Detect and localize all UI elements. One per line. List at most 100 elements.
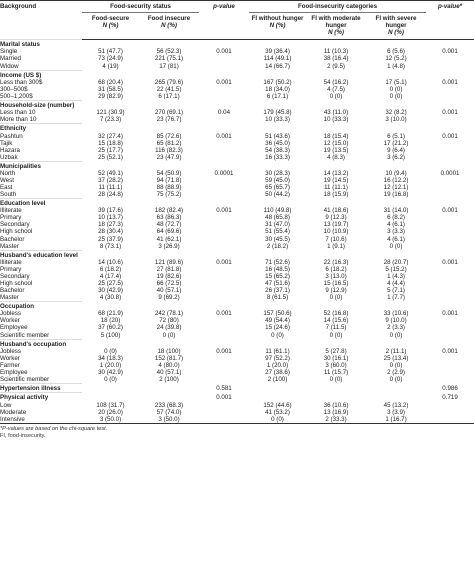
header-fi-without-hunger-n: N (%): [269, 22, 286, 30]
table-row: Less than 10 121 (30.9) 270 (69.1) 0.04 179 …: [0, 109, 474, 116]
cell-moderate: 7 (10.6): [325, 235, 347, 243]
cell-p2: [426, 266, 474, 273]
section-title: Occupation: [0, 301, 82, 311]
section-cell-secure: [82, 302, 139, 311]
cell-p2: [426, 116, 474, 124]
cell-secure: 18 (27.3): [98, 221, 123, 229]
row-label: Jobless: [0, 347, 21, 355]
cell-insecure: 85 (72.6): [156, 132, 182, 140]
cell-without: 31 (47.0): [265, 221, 290, 229]
section-cell-severe: [366, 393, 426, 402]
row-label: Married: [0, 55, 21, 63]
section-row-education-level: Education level: [0, 198, 474, 208]
section-cell-moderate: [306, 393, 366, 402]
cell-p: [199, 369, 249, 376]
cell-insecure: 265 (79.6): [154, 78, 184, 86]
row-label: Moderate: [0, 408, 27, 416]
cell-severe: 12 (12.1): [383, 184, 409, 192]
cell-without: 27 (38.6): [265, 368, 290, 376]
section-cell-secure: [82, 161, 139, 170]
header-fi-severe-hunger-n: N (%): [388, 29, 404, 37]
cell-severe: 5 (7.1): [387, 287, 405, 295]
cell-p: [199, 228, 249, 235]
section-cell-p2: [426, 100, 474, 109]
section-cell-secure: [82, 393, 139, 402]
header-food-insecure-n: N (%): [161, 22, 177, 30]
cell-without: 48 (65.8): [265, 214, 290, 222]
table-row: Illiterate 14 (10.6) 121 (89.6) 0.001 71 (52…: [0, 259, 474, 266]
cell-p: [199, 236, 249, 243]
cell-secure: 25 (52.1): [98, 153, 123, 161]
cell-p: 0.001: [216, 207, 232, 215]
cell-insecure: 19 (82.6): [156, 272, 182, 280]
cell-without: 16 (48.5): [265, 265, 290, 273]
section-cell-severe: [366, 339, 426, 348]
cell-p2: [426, 402, 474, 409]
table-row: Low 108 (31.7) 233 (68.3) 152 (44.6) 36 (10.…: [0, 402, 474, 409]
header-food-security-status: Food-security status: [82, 0, 200, 14]
cell-insecure: 65 (81.2): [156, 139, 182, 147]
section-cell-insecure: [139, 100, 199, 109]
cell-severe: 1 (4.8): [387, 62, 405, 70]
row-label: Hazara: [0, 146, 20, 154]
section-cell-moderate: [306, 339, 366, 348]
cell-insecure: 152 (81.7): [154, 354, 184, 362]
header-food-secure-n: N (%): [102, 22, 119, 30]
cell-p: [199, 266, 249, 273]
cell-insecure: 270 (69.1): [154, 109, 184, 117]
cell-without: 6 (17.1): [266, 92, 289, 100]
cell-insecure: 121 (89.6): [154, 258, 184, 266]
section-row-municipalities: Municipalities: [0, 160, 474, 170]
cell-secure: 37 (60.2): [98, 324, 123, 332]
cell-severe: 10 (9.4): [385, 169, 407, 177]
cell-p: [199, 147, 249, 154]
cell-moderate: 3 (60.0): [325, 361, 347, 369]
header-p-value-star: p-value*: [426, 0, 474, 40]
table-row: South 28 (24.8) 75 (75.2) 50 (44.2) 18 (15.9…: [0, 191, 474, 199]
section-cell-insecure: [139, 161, 199, 170]
row-label: Uzbak: [0, 153, 18, 161]
cell-insecure: 57 (74.0): [156, 408, 182, 416]
cell-p2: [426, 221, 474, 228]
cell-severe: 6 (5.1): [387, 132, 405, 140]
cell-moderate: 11 (15.7): [323, 368, 349, 376]
cell-p: [199, 362, 249, 369]
cell-severe: 4 (6.1): [387, 235, 405, 243]
cell-moderate: 2 (33.3): [306, 415, 367, 424]
cell-severe: 19 (16.8): [383, 191, 409, 199]
header-fi-without-hunger: FI without hunger N (%): [249, 13, 306, 40]
section-cell-p2: [426, 199, 474, 208]
table-row: Employee 37 (60.2) 24 (39.8) 15 (24.6) 7 (11…: [0, 324, 474, 331]
cell-secure: 51 (47.7): [98, 48, 123, 56]
cell-moderate: 6 (18.2): [325, 265, 347, 273]
row-label: Master: [0, 242, 19, 250]
table-row: Uzbak 25 (52.1) 23 (47.9) 16 (33.3) 4 (8.3) 3…: [0, 154, 474, 162]
cell-secure: 68 (21.9): [98, 310, 123, 318]
cell-insecure: 27 (81.8): [156, 265, 182, 273]
cell-insecure: 75 (75.2): [156, 191, 182, 199]
cell-without: 54 (38.3): [265, 146, 290, 154]
cell-moderate: 19 (13.5): [323, 146, 349, 154]
section-cell-without: [249, 302, 306, 311]
cell-p2: [426, 86, 474, 93]
table-row: Jobless 68 (21.9) 242 (78.1) 0.001 157 (50.6…: [0, 310, 474, 317]
cell-p2: [426, 280, 474, 287]
cell-p2: 0.001: [442, 207, 458, 215]
section-cell-moderate: [306, 124, 366, 133]
cell-without: 114 (49.1): [263, 55, 292, 63]
cell-without: 0 (0): [271, 331, 284, 339]
section-cell-severe: [366, 70, 426, 79]
section-cell-p2: [426, 40, 474, 49]
cell-moderate: 14 (15.6): [323, 317, 349, 325]
cell-p: [199, 191, 249, 199]
cell-secure: 52 (49.1): [98, 169, 123, 177]
row-label: Bachelor: [0, 235, 25, 243]
row-label: Master: [0, 294, 19, 302]
section-cell-severe: [366, 302, 426, 311]
cell-insecure: 63 (86.3): [156, 214, 182, 222]
table-row: 300–500$ 31 (58.5) 22 (41.5) 18 (34.0) 4 (7.…: [0, 86, 474, 93]
cell-secure: 68 (20.4): [98, 78, 123, 86]
section-cell-p: [199, 161, 249, 170]
cell-moderate: 10 (10.9): [323, 228, 349, 236]
cell-without: 11 (61.1): [265, 347, 290, 355]
